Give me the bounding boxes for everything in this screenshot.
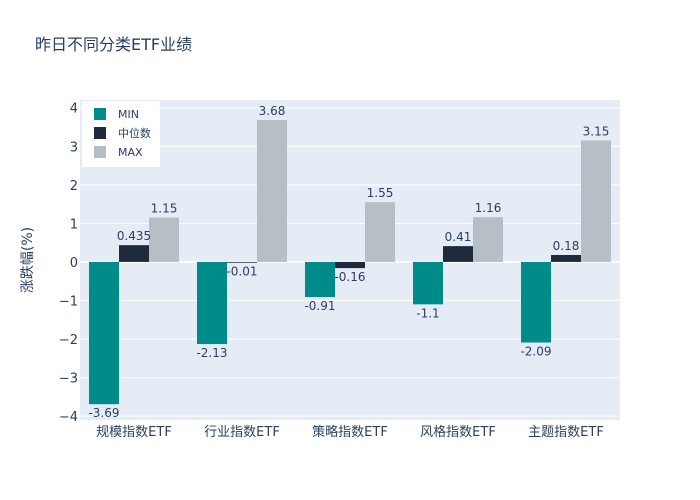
bar bbox=[119, 245, 149, 262]
y-tick-label: 3 bbox=[70, 140, 78, 155]
legend-label: MAX bbox=[118, 146, 143, 159]
x-axis-ticks: 规模指数ETF 行业指数ETF 策略指数ETF 风格指数ETF 主题指数ETF bbox=[96, 424, 604, 440]
y-tick-label: 0 bbox=[70, 256, 78, 271]
bar bbox=[413, 261, 443, 305]
legend-swatch bbox=[94, 108, 106, 120]
legend-label: MIN bbox=[118, 108, 139, 121]
data-label: 1.16 bbox=[475, 201, 502, 215]
data-label: -0.01 bbox=[226, 264, 257, 278]
y-tick-label: 4 bbox=[70, 102, 78, 117]
bar bbox=[227, 261, 257, 263]
y-tick-label: −1 bbox=[59, 294, 78, 309]
bar bbox=[149, 217, 179, 262]
data-label: 1.15 bbox=[151, 202, 178, 216]
bar bbox=[89, 261, 119, 405]
bar bbox=[473, 217, 503, 262]
y-tick-label: 1 bbox=[70, 217, 78, 232]
chart-title: 昨日不同分类ETF业绩 bbox=[35, 35, 192, 54]
data-label: -0.16 bbox=[334, 270, 365, 284]
bar bbox=[305, 261, 335, 298]
data-label: 0.18 bbox=[553, 239, 580, 253]
legend-label: 中位数 bbox=[118, 126, 151, 140]
data-label: 3.68 bbox=[259, 104, 286, 118]
x-tick-label: 行业指数ETF bbox=[204, 425, 280, 440]
y-tick-label: −4 bbox=[59, 410, 78, 425]
y-axis-ticks: 4 3 2 1 0 −1 −2 −3 −4 bbox=[59, 102, 78, 425]
legend-swatch bbox=[94, 146, 106, 158]
legend-swatch bbox=[94, 127, 106, 139]
x-tick-label: 风格指数ETF bbox=[420, 424, 496, 440]
y-axis-label: 涨跌幅(%) bbox=[20, 227, 36, 293]
y-tick-label: −2 bbox=[59, 333, 78, 348]
bar bbox=[521, 261, 551, 343]
data-label: -0.91 bbox=[304, 299, 335, 313]
bar bbox=[443, 246, 473, 262]
bar bbox=[335, 261, 365, 269]
x-tick-label: 主题指数ETF bbox=[528, 425, 604, 440]
y-tick-label: −3 bbox=[59, 372, 78, 387]
bar bbox=[581, 140, 611, 262]
bar bbox=[257, 120, 287, 262]
x-tick-label: 策略指数ETF bbox=[312, 424, 388, 440]
bar bbox=[197, 261, 227, 345]
data-label: -2.13 bbox=[196, 346, 227, 360]
legend: MIN 中位数 MAX bbox=[82, 101, 160, 167]
data-label: 3.15 bbox=[583, 124, 610, 138]
bar bbox=[365, 202, 395, 262]
y-tick-label: 2 bbox=[70, 179, 78, 194]
data-label: -3.69 bbox=[88, 406, 119, 420]
data-label: 0.41 bbox=[445, 230, 472, 244]
data-label: -1.1 bbox=[416, 306, 439, 320]
bar bbox=[551, 254, 581, 262]
data-label: 1.55 bbox=[367, 186, 394, 200]
data-label: 0.435 bbox=[117, 229, 151, 243]
x-tick-label: 规模指数ETF bbox=[96, 425, 172, 440]
data-label: -2.09 bbox=[520, 345, 551, 359]
bars bbox=[89, 120, 611, 405]
